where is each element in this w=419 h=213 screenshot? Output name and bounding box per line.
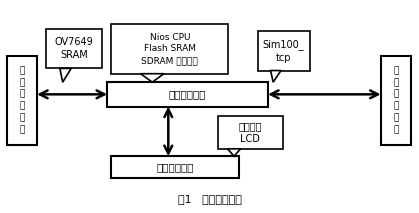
Bar bbox=[111, 156, 239, 178]
Text: Nios CPU
Flash SRAM
SDRAM 用户逻辑: Nios CPU Flash SRAM SDRAM 用户逻辑 bbox=[142, 33, 198, 65]
Text: 鉴别处理模块: 鉴别处理模块 bbox=[169, 89, 206, 99]
Text: 输入输出模块: 输入输出模块 bbox=[156, 162, 194, 172]
Bar bbox=[46, 29, 102, 68]
Bar bbox=[7, 56, 37, 145]
Text: 按键开关
LCD: 按键开关 LCD bbox=[238, 121, 262, 144]
Polygon shape bbox=[60, 68, 71, 82]
Text: OV7649
SRAM: OV7649 SRAM bbox=[54, 37, 93, 60]
Text: 图1   系统结构框图: 图1 系统结构框图 bbox=[178, 194, 241, 204]
Polygon shape bbox=[271, 71, 281, 82]
Text: 图
像
采
集
模
块: 图 像 采 集 模 块 bbox=[19, 66, 25, 134]
Bar bbox=[218, 116, 282, 149]
Text: 无
线
通
信
模
块: 无 线 通 信 模 块 bbox=[393, 66, 398, 134]
Polygon shape bbox=[141, 74, 164, 82]
Text: Sim100_
tcp: Sim100_ tcp bbox=[263, 39, 305, 63]
Polygon shape bbox=[228, 149, 241, 156]
Bar bbox=[107, 82, 268, 106]
Bar bbox=[111, 24, 228, 74]
Bar bbox=[258, 31, 310, 71]
Bar bbox=[381, 56, 411, 145]
